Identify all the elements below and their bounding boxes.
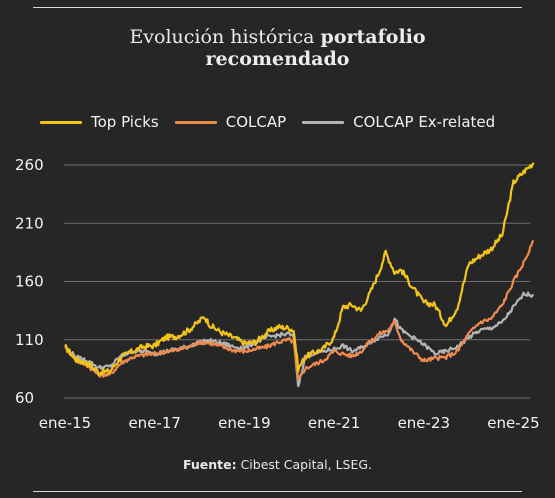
legend-swatch-colcap-ex [302, 120, 345, 124]
y-tick-label-110: 110 [15, 331, 44, 349]
bottom-rule [33, 491, 522, 492]
chart-title: Evolución histórica portafolio recomenda… [0, 26, 555, 70]
legend-swatch-colcap [174, 120, 217, 124]
title-line1-bold: portafolio [320, 26, 426, 48]
legend-item-colcap-ex: COLCAP Ex-related [302, 113, 495, 131]
x-tick-label-ene-21: ene-21 [308, 414, 360, 432]
title-line1-normal: Evolución histórica [129, 26, 321, 48]
source-note: Fuente: Cibest Capital, LSEG. [0, 457, 555, 472]
y-tick-label-210: 210 [15, 214, 44, 232]
y-tick-label-60: 60 [15, 389, 34, 407]
x-tick-label-ene-23: ene-23 [398, 414, 450, 432]
x-tick-label-ene-17: ene-17 [128, 414, 180, 432]
legend-item-colcap: COLCAP [174, 113, 287, 131]
legend-label-top-picks: Top Picks [91, 113, 159, 131]
y-tick-label-160: 160 [15, 273, 44, 291]
legend-label-colcap: COLCAP [225, 113, 287, 131]
series-line-top-picks [64, 162, 535, 376]
x-tick-label-ene-19: ene-19 [218, 414, 270, 432]
source-text: Cibest Capital, LSEG. [236, 457, 373, 472]
title-line2-bold: recomendado [205, 48, 350, 70]
source-label: Fuente: [182, 457, 237, 472]
legend-swatch-top-picks [40, 120, 82, 124]
x-tick-label-ene-25: ene-25 [487, 414, 539, 432]
chart-legend: Top Picks COLCAP COLCAP Ex-related [40, 112, 511, 132]
series-line-colcap-ex-related [64, 291, 535, 388]
x-tick-label-ene-15: ene-15 [39, 414, 91, 432]
top-rule [33, 7, 522, 8]
series-line-colcap [64, 239, 535, 381]
legend-item-top-picks: Top Picks [40, 113, 159, 131]
legend-label-colcap-ex: COLCAP Ex-related [353, 113, 496, 131]
y-tick-label-260: 260 [15, 156, 44, 174]
